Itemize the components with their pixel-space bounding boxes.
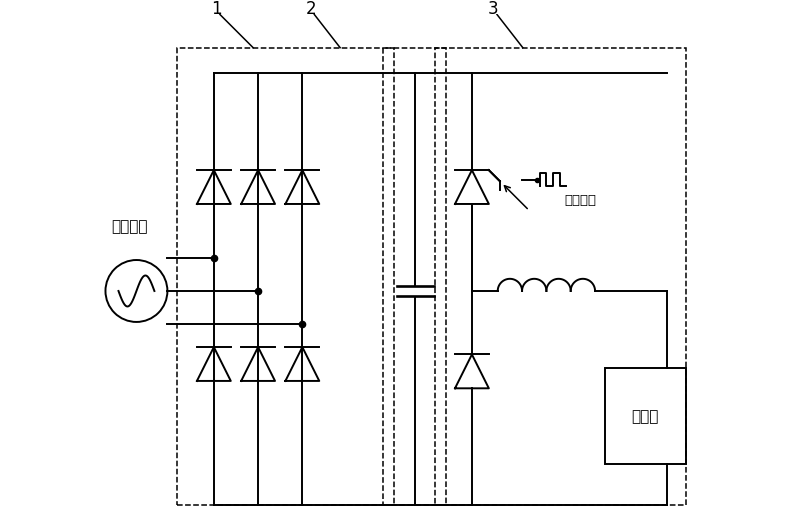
Bar xyxy=(177,48,394,505)
Bar xyxy=(435,48,686,505)
Text: 3: 3 xyxy=(488,1,499,18)
Text: 电池组: 电池组 xyxy=(631,409,659,424)
Text: 1: 1 xyxy=(211,1,222,18)
Text: 触发脉冲: 触发脉冲 xyxy=(564,194,596,207)
Bar xyxy=(604,368,686,464)
Text: 交流电源: 交流电源 xyxy=(110,219,148,234)
Text: 2: 2 xyxy=(305,1,316,18)
Bar xyxy=(383,48,446,505)
